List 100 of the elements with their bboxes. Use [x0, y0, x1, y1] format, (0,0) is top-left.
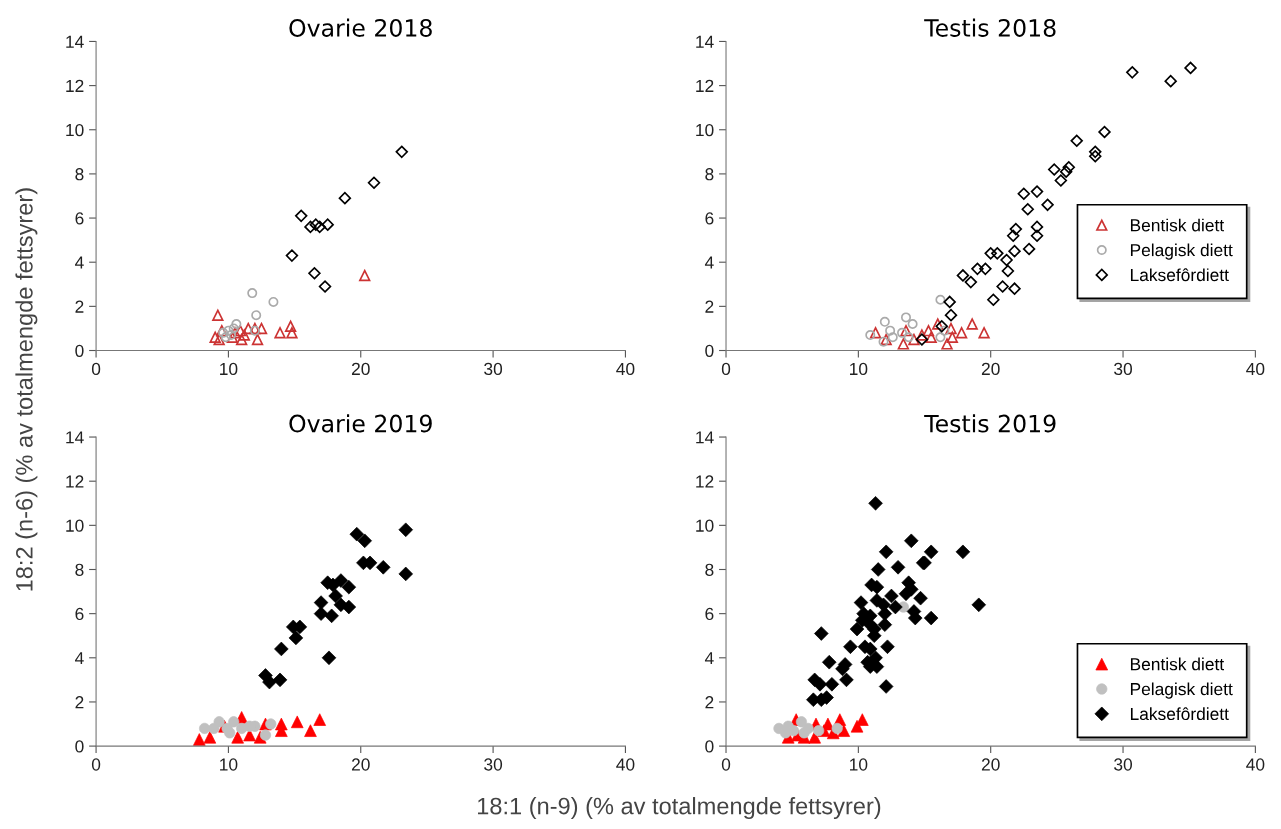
legend-label: Laksefôrdiett	[1130, 268, 1229, 282]
y-tick-label: 0	[705, 344, 714, 357]
point	[309, 218, 322, 231]
point	[1001, 264, 1015, 278]
point	[1062, 161, 1076, 174]
point	[274, 641, 289, 657]
point	[900, 324, 912, 337]
x-tick-label: 40	[1246, 758, 1265, 771]
point	[1030, 185, 1044, 198]
point	[868, 496, 883, 511]
chart-title: Testis 2019	[924, 414, 1056, 433]
point	[869, 327, 882, 339]
x-tick-label: 30	[1114, 362, 1133, 376]
point	[1030, 220, 1044, 234]
y-tick-label: 6	[75, 607, 84, 621]
point	[907, 319, 918, 330]
point	[1008, 282, 1021, 295]
point	[247, 288, 258, 299]
point	[308, 267, 321, 280]
y-tick-label: 0	[75, 740, 84, 753]
point	[1054, 174, 1068, 187]
y-tick-label: 8	[705, 168, 714, 181]
point	[884, 588, 899, 604]
point	[238, 329, 250, 341]
point	[1009, 222, 1023, 236]
point	[925, 331, 937, 343]
x-tick-label: 40	[616, 758, 635, 771]
x-tick-label: 40	[616, 362, 635, 376]
y-tick-label: 8	[75, 168, 84, 181]
point	[897, 338, 910, 350]
x-tick-label: 20	[351, 362, 370, 376]
point	[984, 247, 997, 260]
point	[897, 327, 908, 338]
point	[1184, 61, 1197, 75]
point	[956, 269, 970, 282]
x-tick-label: 10	[220, 758, 238, 771]
y-tick-label: 6	[75, 212, 84, 225]
y-tick-label: 2	[705, 696, 714, 709]
x-tick-label: 20	[981, 758, 1000, 771]
point	[1006, 229, 1020, 242]
point	[1098, 125, 1111, 139]
point	[1021, 202, 1034, 216]
x-tick-label: 10	[850, 362, 868, 376]
y-tick-label: 4	[704, 256, 714, 269]
point	[285, 249, 299, 262]
y-tick-label: 12	[66, 475, 84, 488]
x-tick-label: 10	[850, 758, 868, 771]
point	[900, 312, 912, 323]
point	[229, 327, 241, 339]
y-tick-label: 14	[696, 35, 714, 48]
point	[943, 295, 956, 309]
chart-title: Testis 2018	[924, 18, 1056, 37]
point	[290, 715, 304, 729]
point	[1126, 66, 1139, 79]
point	[328, 588, 343, 604]
y-tick-label: 10	[696, 519, 714, 532]
point	[978, 327, 990, 339]
y-tick-label: 0	[705, 740, 714, 753]
point	[234, 324, 247, 337]
point	[966, 318, 978, 330]
point	[946, 331, 959, 343]
point	[228, 323, 239, 334]
point	[885, 325, 896, 336]
point	[916, 329, 928, 341]
point	[338, 191, 352, 205]
point	[231, 319, 242, 330]
point	[286, 327, 298, 339]
point	[1000, 253, 1013, 267]
point	[945, 322, 957, 335]
point	[284, 320, 297, 332]
y-tick-label: 12	[696, 475, 714, 488]
point	[220, 332, 231, 343]
point	[932, 318, 944, 330]
point	[255, 322, 268, 335]
point	[251, 333, 264, 346]
point	[213, 333, 225, 346]
y-tick-label: 2	[75, 696, 84, 709]
legend-label: Laksefôrdiett	[1130, 707, 1229, 721]
point	[903, 332, 914, 343]
point	[1089, 145, 1102, 159]
point	[879, 316, 890, 327]
y-tick-label: 14	[66, 35, 84, 48]
point	[318, 280, 332, 293]
point	[1008, 244, 1021, 258]
y-tick-label: 2	[75, 300, 84, 313]
point	[964, 275, 978, 289]
legend-label: Pelagisk diett	[1130, 243, 1233, 260]
y-tick-label: 10	[66, 519, 84, 532]
point	[935, 294, 946, 305]
x-tick-label: 0	[721, 758, 731, 771]
point	[991, 247, 1004, 260]
point	[1041, 198, 1054, 212]
point	[1022, 242, 1036, 256]
x-tick-label: 30	[1114, 758, 1133, 771]
point	[971, 262, 984, 276]
point	[321, 218, 334, 231]
y-tick-label: 2	[705, 300, 714, 313]
point	[1164, 74, 1177, 88]
y-axis-title: 18:2 (n-6) (% av totalmengde fettsyrer)	[15, 188, 38, 591]
point	[996, 280, 1009, 293]
